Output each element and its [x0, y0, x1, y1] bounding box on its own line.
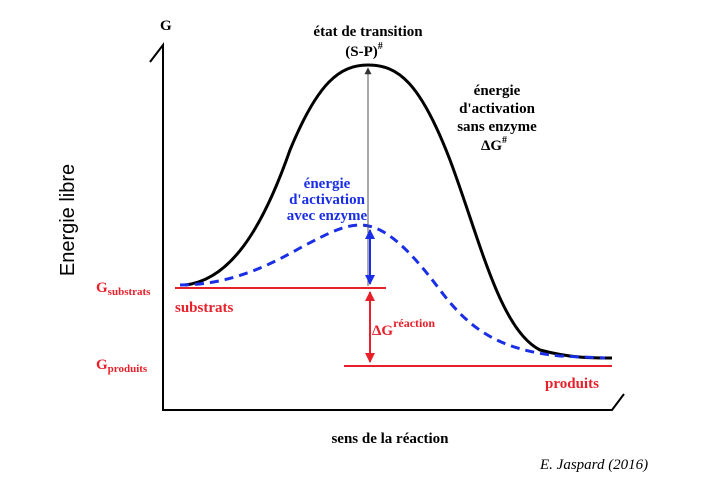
side-label: Energie libre: [57, 164, 79, 276]
curve-with-enzyme: [179, 223, 606, 360]
annotation: sans enzyme: [457, 119, 537, 135]
reaction-label: ΔGréaction: [372, 316, 435, 339]
annotation: ΔG: [481, 138, 502, 154]
annotation: avec enzyme: [287, 208, 368, 224]
subscript: substrats: [108, 286, 152, 298]
level-label: produits: [545, 376, 599, 392]
level-label: G: [96, 357, 108, 373]
level-label: G: [96, 280, 108, 296]
annotation: énergie: [474, 83, 521, 99]
reaction-label: ΔG: [372, 323, 393, 339]
axis-lines: [149, 42, 625, 411]
x-axis-label: sens de la réaction: [331, 431, 449, 447]
axes: [149, 42, 625, 411]
annotation: d'activation: [459, 101, 535, 117]
annotation: ΔG#: [481, 135, 507, 154]
superscript: #: [378, 41, 383, 52]
transition-label: état de transition: [313, 24, 423, 40]
y-axis-label: G: [160, 18, 172, 34]
superscript: #: [502, 135, 507, 146]
level-label: Gproduits: [96, 357, 148, 375]
level-label: substrats: [175, 300, 234, 316]
annotation: énergie: [304, 176, 351, 192]
transition-label: (S-P)#: [345, 41, 383, 60]
level-label: Gsubstrats: [96, 280, 151, 298]
transition-label: (S-P): [345, 44, 378, 60]
credit: E. Jaspard (2016): [539, 457, 648, 473]
annotation: d'activation: [289, 192, 365, 208]
subscript: produits: [108, 363, 148, 375]
curve-without-enzyme: [184, 63, 613, 360]
superscript: réaction: [393, 316, 435, 330]
